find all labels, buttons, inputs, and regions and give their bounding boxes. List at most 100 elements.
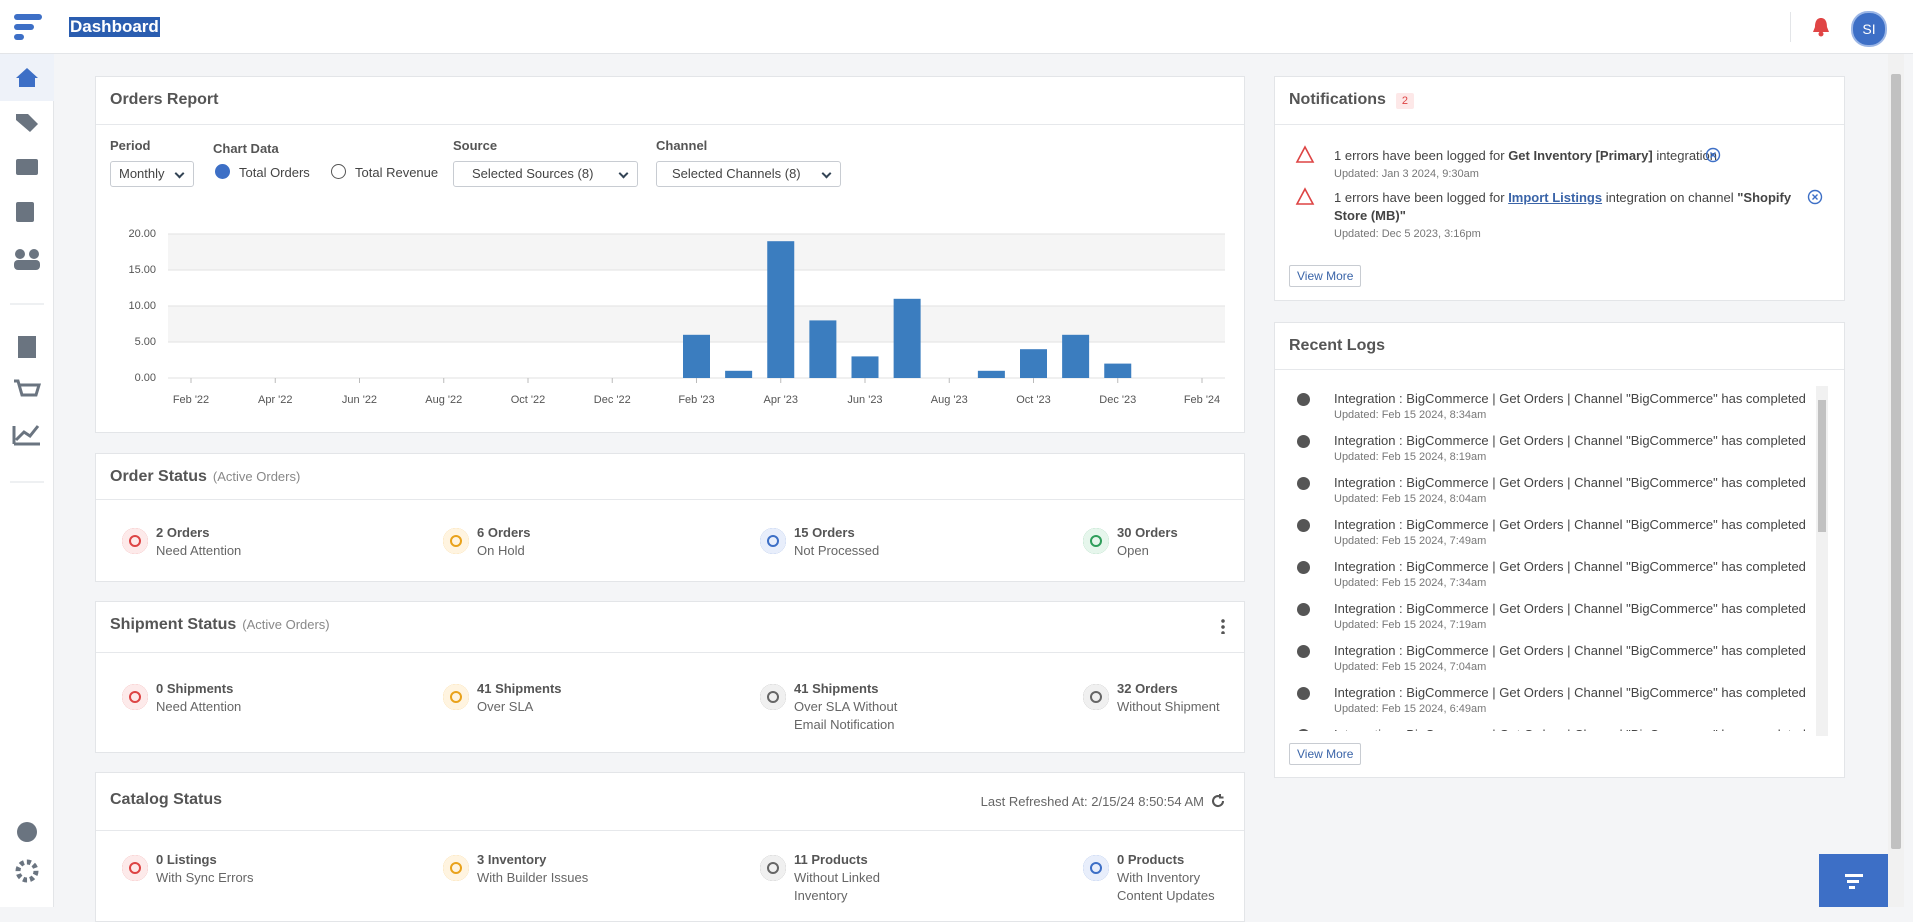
highlight: Get Inventory [Primary] xyxy=(1508,148,1653,163)
log-updated: Updated: Feb 15 2024, 6:49am xyxy=(1334,703,1487,715)
scroll-thumb[interactable] xyxy=(1891,74,1901,849)
status-item[interactable]: 0 Listings With Sync Errors xyxy=(156,851,254,887)
status-item[interactable]: 3 Inventory With Builder Issues xyxy=(477,851,588,887)
order-status-card: Order Status (Active Orders) 2 Orders Need… xyxy=(95,453,1245,582)
status-icon xyxy=(1083,855,1109,881)
page-title: Dashboard xyxy=(69,17,160,37)
status-count: 30 Orders xyxy=(1117,525,1178,540)
log-text: Integration : BigCommerce | Get Orders |… xyxy=(1334,559,1806,574)
status-label: With Builder Issues xyxy=(477,870,589,885)
page-scrollbar[interactable] xyxy=(1888,54,1904,907)
updated: Updated: Dec 5 2023, 3:16pm xyxy=(1334,228,1481,240)
bar xyxy=(809,320,837,378)
status-item[interactable]: 6 Orders On Hold xyxy=(477,524,530,560)
dismiss[interactable] xyxy=(1705,147,1721,163)
y-tick-label: 10.00 xyxy=(128,300,156,312)
subtitle: (Active Orders) xyxy=(242,617,330,632)
card-title: Order Status (Active Orders) xyxy=(110,468,300,486)
radio-checked[interactable] xyxy=(215,164,230,179)
period-select[interactable]: Monthly xyxy=(110,161,194,187)
divider xyxy=(96,830,1244,831)
status-item[interactable]: 41 Shipments Over SLA Without Email Notif… xyxy=(794,680,919,734)
status-item[interactable]: 32 Orders Without Shipment xyxy=(1117,680,1220,716)
x-tick-label: Aug '23 xyxy=(931,394,968,406)
status-icon xyxy=(760,528,786,554)
notification-bell[interactable] xyxy=(1811,16,1831,38)
status-item[interactable]: 41 Shipments Over SLA xyxy=(477,680,562,716)
y-tick-label: 15.00 xyxy=(128,264,156,276)
status-item[interactable]: 0 Shipments Need Attention xyxy=(156,680,241,716)
status-item[interactable]: 2 Orders Need Attention xyxy=(156,524,241,560)
updated: Updated: Jan 3 2024, 9:30am xyxy=(1334,168,1479,180)
status-label: With Sync Errors xyxy=(156,870,254,885)
status-icon xyxy=(122,528,148,554)
x-tick-label: Feb '22 xyxy=(173,394,209,406)
status-count: 6 Orders xyxy=(477,525,531,540)
chat-button[interactable] xyxy=(1819,854,1888,907)
log-text: Integration : BigCommerce | Get Orders |… xyxy=(1334,433,1806,448)
dismiss[interactable] xyxy=(1807,189,1823,205)
card-title: Catalog Status xyxy=(110,791,223,808)
x-tick-label: Feb '24 xyxy=(1184,394,1220,406)
status-count: 2 Orders xyxy=(156,525,210,540)
log-text: Integration : BigCommerce | Get Orders |… xyxy=(1334,391,1806,406)
logo[interactable] xyxy=(10,8,50,48)
x-tick-label: Dec '22 xyxy=(594,394,631,406)
radio[interactable] xyxy=(331,164,346,179)
y-tick-label: 5.00 xyxy=(135,336,156,348)
info-icon xyxy=(1297,603,1310,616)
x-tick-label: Jun '22 xyxy=(342,394,377,406)
bar xyxy=(1062,334,1090,378)
log-text: Integration : BigCommerce | Get Orders |… xyxy=(1334,601,1806,616)
status-label: Open xyxy=(1117,543,1149,558)
scroll-thumb[interactable] xyxy=(1818,400,1826,532)
log-updated: Updated: Feb 15 2024, 7:04am xyxy=(1334,661,1487,673)
card-title: Recent Logs xyxy=(1289,337,1386,354)
text: 1 errors have been logged for xyxy=(1334,190,1505,205)
divider xyxy=(96,652,1244,653)
channel-select[interactable]: Selected Channels (8) xyxy=(656,161,841,187)
card-title: Orders Report xyxy=(110,91,219,108)
log-updated: Updated: Feb 15 2024, 7:49am xyxy=(1334,535,1487,547)
status-icon xyxy=(122,684,148,710)
x-tick-label: Dec '23 xyxy=(1099,394,1136,406)
status-item[interactable]: 11 Products Without Linked Inventory xyxy=(794,851,919,905)
sidebar xyxy=(0,54,54,907)
more-menu[interactable] xyxy=(1221,618,1225,634)
status-item[interactable]: 15 Orders Not Processed xyxy=(794,524,879,560)
divider xyxy=(1275,369,1844,370)
bar xyxy=(1020,349,1047,378)
info-icon xyxy=(1297,561,1310,574)
avatar[interactable]: SI xyxy=(1851,11,1887,47)
status-item[interactable]: 30 Orders Open xyxy=(1117,524,1178,560)
title: Order Status xyxy=(110,468,207,485)
status-count: 0 Shipments xyxy=(156,681,234,696)
bar xyxy=(893,298,921,378)
view-more-button[interactable]: View More xyxy=(1289,743,1362,765)
status-item[interactable]: 0 Products With Inventory Content Updates xyxy=(1117,851,1242,905)
x-tick-label: Apr '22 xyxy=(258,394,293,406)
view-more-button[interactable]: View More xyxy=(1289,265,1362,287)
source-select[interactable]: Selected Sources (8) xyxy=(453,161,638,187)
status-count: 15 Orders xyxy=(794,525,855,540)
link[interactable]: Import Listings xyxy=(1508,190,1603,205)
log-updated: Updated: Feb 15 2024, 8:19am xyxy=(1334,451,1487,463)
card-title: Shipment Status (Active Orders) xyxy=(110,616,330,634)
text: integration on channel xyxy=(1605,190,1734,205)
status-count: 41 Shipments xyxy=(794,681,879,696)
scrollbar[interactable] xyxy=(1816,386,1828,736)
info-icon xyxy=(1297,435,1310,448)
refresh-button[interactable] xyxy=(1210,793,1226,809)
x-tick-label: Feb '23 xyxy=(678,394,714,406)
status-count: 3 Inventory xyxy=(477,852,547,867)
status-label: On Hold xyxy=(477,543,525,558)
divider xyxy=(1275,124,1844,125)
log-row: Integration : BigCommerce | Get Orders |… xyxy=(1275,517,1815,559)
log-row: Integration : BigCommerce | Get Orders |… xyxy=(1275,727,1815,731)
log-row: Integration : BigCommerce | Get Orders |… xyxy=(1275,433,1815,475)
info-icon xyxy=(1297,519,1310,532)
status-icon xyxy=(760,855,786,881)
log-updated: Updated: Feb 15 2024, 7:19am xyxy=(1334,619,1487,631)
info-icon xyxy=(1297,645,1310,658)
status-label: With Inventory Content Updates xyxy=(1117,870,1215,903)
